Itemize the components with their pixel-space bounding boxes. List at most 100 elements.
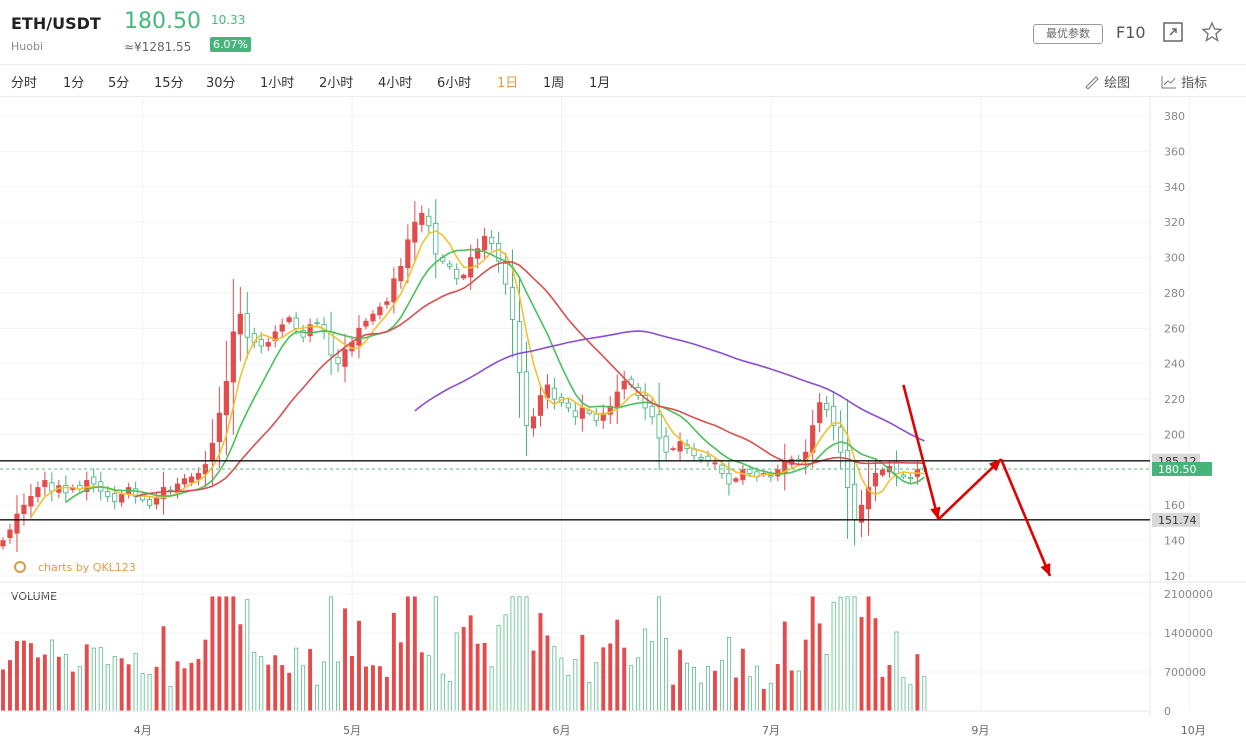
volume-bar xyxy=(761,688,766,712)
candle-body xyxy=(363,320,369,327)
chart-header: ETH/USDT Huobi 180.50 ≈¥1281.55 10.33 6.… xyxy=(0,0,1246,65)
candle-body xyxy=(384,301,390,305)
candle-body xyxy=(851,483,858,520)
best-params-button[interactable]: 最优参数 xyxy=(1033,24,1103,44)
volume-bar xyxy=(8,660,12,712)
volume-bar xyxy=(461,627,466,712)
tab-15m[interactable]: 15分 xyxy=(154,76,184,91)
candle-body xyxy=(872,472,879,487)
volume-bar xyxy=(873,618,878,712)
volume-bar xyxy=(538,613,543,712)
candle-body xyxy=(572,410,578,418)
candle-body xyxy=(768,475,774,478)
price-tick-label: 120 xyxy=(1164,570,1185,583)
candle-body xyxy=(670,448,676,451)
volume-bar xyxy=(426,655,431,712)
volume-bar xyxy=(901,677,906,712)
tab-1m[interactable]: 1分 xyxy=(63,76,85,91)
draw-label: 绘图 xyxy=(1104,76,1131,91)
volume-bar xyxy=(615,619,620,712)
candle-body xyxy=(712,462,718,465)
volume-bar xyxy=(859,617,864,712)
candle-body xyxy=(244,313,250,338)
candle-body xyxy=(454,268,460,280)
fullscreen-icon[interactable] xyxy=(1162,21,1184,43)
trend-arrow-line xyxy=(902,384,940,520)
volume-bar xyxy=(747,676,752,712)
price-tick-label: 160 xyxy=(1164,499,1185,512)
candle-body xyxy=(112,492,118,503)
candle-body xyxy=(105,491,111,497)
volume-bar xyxy=(517,596,522,712)
volume-bar xyxy=(1,669,5,712)
price-change-pct: 6.07% xyxy=(210,37,251,52)
candle-body xyxy=(433,223,439,255)
price-change: 10.33 xyxy=(211,13,246,27)
price-tick-label: 320 xyxy=(1164,216,1185,229)
candle-body xyxy=(49,482,55,492)
volume-bar xyxy=(329,596,334,712)
candle-body xyxy=(398,265,404,282)
ma20-line xyxy=(135,260,925,498)
tab-4h[interactable]: 4小时 xyxy=(378,76,413,91)
f10-button[interactable]: F10 xyxy=(1116,23,1146,42)
tab-5m[interactable]: 5分 xyxy=(108,76,130,91)
volume-bar xyxy=(63,654,68,712)
volume-bar xyxy=(810,596,815,712)
candle-body xyxy=(35,487,41,498)
price-tick-label: 260 xyxy=(1164,322,1185,335)
tab-6h[interactable]: 6小时 xyxy=(437,76,472,91)
tab-1h[interactable]: 1小时 xyxy=(260,76,295,91)
candle-body xyxy=(223,380,229,416)
tab-30m[interactable]: 30分 xyxy=(206,76,236,91)
volume-bar xyxy=(531,650,536,712)
volume-bar xyxy=(580,634,585,712)
tab-fenshi[interactable]: 分时 xyxy=(11,76,38,91)
tab-2h[interactable]: 2小时 xyxy=(319,76,354,91)
candle-body xyxy=(377,306,383,316)
tab-1w[interactable]: 1周 xyxy=(543,76,565,91)
volume-bar xyxy=(126,664,131,712)
candle-body xyxy=(621,380,627,390)
volume-bar xyxy=(922,676,927,712)
star-icon[interactable] xyxy=(1201,21,1223,43)
trend-arrow-head xyxy=(930,506,941,520)
candle-body xyxy=(335,356,341,365)
candle-body xyxy=(412,221,418,243)
level-label: 151.74 xyxy=(1158,514,1197,527)
volume-bar xyxy=(524,596,529,712)
tab-1mo[interactable]: 1月 xyxy=(589,76,611,91)
volume-title: VOLUME xyxy=(11,590,57,603)
ma60-line xyxy=(414,330,925,442)
volume-bar xyxy=(98,647,103,712)
volume-bar xyxy=(280,665,285,712)
price-tick-label: 380 xyxy=(1164,110,1185,123)
volume-bar xyxy=(845,596,850,712)
candle-body xyxy=(293,317,299,329)
candle-body xyxy=(314,322,320,325)
price-tick-label: 200 xyxy=(1164,428,1185,441)
candle-body xyxy=(537,395,544,416)
indicator-label: 指标 xyxy=(1181,76,1208,91)
indicator-tool[interactable]: 指标 xyxy=(1161,72,1207,91)
interval-tabs: 分时 1分 5分 15分 30分 1小时 2小时 4小时 6小时 1日 1周 1… xyxy=(0,64,1246,97)
volume-bar xyxy=(412,596,417,712)
candle-body xyxy=(279,324,285,332)
candle-body xyxy=(900,474,907,478)
candle-body xyxy=(91,476,97,485)
candle-body xyxy=(726,473,732,485)
candle-body xyxy=(0,540,6,547)
draw-tool[interactable]: 绘图 xyxy=(1084,72,1130,91)
volume-bar xyxy=(915,654,920,712)
price-tick-label: 220 xyxy=(1164,393,1185,406)
trend-arrow-head xyxy=(1040,563,1051,576)
volume-tick-label: 700000 xyxy=(1164,666,1206,679)
volume-bar xyxy=(119,658,124,712)
candle-body xyxy=(188,476,195,483)
tab-1d[interactable]: 1日 xyxy=(497,76,519,91)
cny-price: ≈¥1281.55 xyxy=(124,40,192,54)
candle-body xyxy=(831,405,837,427)
volume-bar xyxy=(545,635,550,712)
volume-bar xyxy=(377,666,382,712)
price-chart[interactable]: 1201401601802002202402602803003203403603… xyxy=(0,96,1246,748)
